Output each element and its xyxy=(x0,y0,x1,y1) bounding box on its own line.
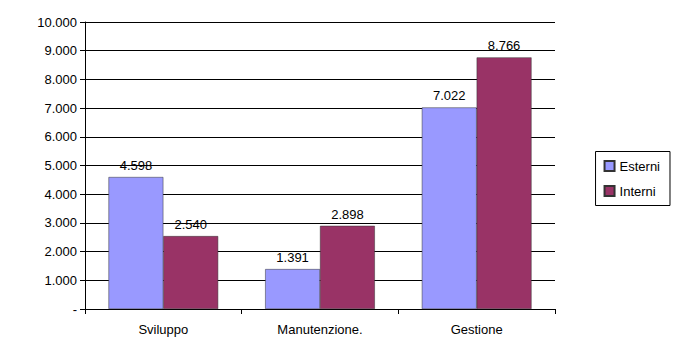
svg-text:8.766: 8.766 xyxy=(488,38,521,53)
svg-text:-: - xyxy=(73,302,77,317)
svg-text:3.000: 3.000 xyxy=(44,215,77,230)
svg-text:9.000: 9.000 xyxy=(44,43,77,58)
svg-text:4.598: 4.598 xyxy=(120,158,153,173)
svg-text:8.000: 8.000 xyxy=(44,72,77,87)
svg-text:Manutenzione.: Manutenzione. xyxy=(277,322,362,337)
svg-text:2.540: 2.540 xyxy=(174,217,207,232)
svg-text:7.022: 7.022 xyxy=(433,88,466,103)
svg-text:2.898: 2.898 xyxy=(331,207,364,222)
svg-text:2.000: 2.000 xyxy=(44,244,77,259)
svg-text:Gestione: Gestione xyxy=(451,322,503,337)
svg-text:Esterni: Esterni xyxy=(620,159,661,174)
svg-text:5.000: 5.000 xyxy=(44,158,77,173)
svg-text:Interni: Interni xyxy=(620,184,656,199)
svg-text:Sviluppo: Sviluppo xyxy=(138,322,188,337)
svg-text:4.000: 4.000 xyxy=(44,187,77,202)
svg-text:6.000: 6.000 xyxy=(44,129,77,144)
svg-text:1.000: 1.000 xyxy=(44,273,77,288)
svg-text:1.391: 1.391 xyxy=(276,250,309,265)
svg-text:10.000: 10.000 xyxy=(37,15,77,30)
svg-text:7.000: 7.000 xyxy=(44,101,77,116)
